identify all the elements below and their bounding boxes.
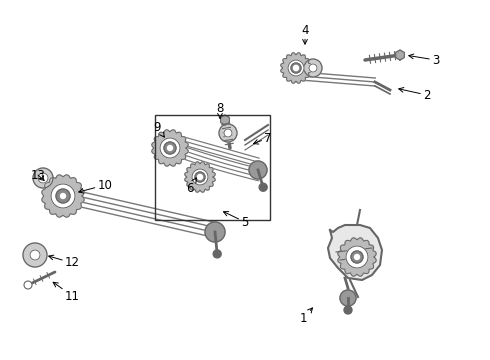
Bar xyxy=(155,115,270,220)
Circle shape xyxy=(294,66,298,71)
Circle shape xyxy=(60,194,66,198)
Polygon shape xyxy=(185,162,215,192)
Circle shape xyxy=(351,251,363,263)
Text: 2: 2 xyxy=(399,87,431,102)
Text: 11: 11 xyxy=(53,282,80,302)
Circle shape xyxy=(23,243,47,267)
Circle shape xyxy=(38,173,48,183)
Circle shape xyxy=(164,142,176,154)
Circle shape xyxy=(205,222,225,242)
Circle shape xyxy=(33,168,53,188)
Polygon shape xyxy=(338,238,376,276)
Text: 13: 13 xyxy=(30,168,46,181)
Text: 4: 4 xyxy=(301,23,309,44)
Text: 7: 7 xyxy=(254,131,272,144)
Circle shape xyxy=(304,59,322,77)
Polygon shape xyxy=(152,130,188,166)
Circle shape xyxy=(354,255,360,260)
Text: 5: 5 xyxy=(223,212,249,229)
Text: 12: 12 xyxy=(49,255,80,270)
Circle shape xyxy=(56,189,70,203)
Text: 10: 10 xyxy=(79,179,112,193)
Circle shape xyxy=(291,63,301,73)
Polygon shape xyxy=(42,175,84,217)
Circle shape xyxy=(344,306,352,314)
Circle shape xyxy=(213,250,221,258)
Text: 6: 6 xyxy=(186,178,196,194)
Circle shape xyxy=(168,145,172,150)
Circle shape xyxy=(224,129,232,137)
Polygon shape xyxy=(328,225,382,280)
Circle shape xyxy=(30,250,40,260)
Polygon shape xyxy=(220,115,229,125)
Polygon shape xyxy=(281,53,311,83)
Circle shape xyxy=(259,183,267,191)
Circle shape xyxy=(340,290,356,306)
Circle shape xyxy=(51,184,75,208)
Circle shape xyxy=(219,124,237,142)
Text: 8: 8 xyxy=(216,102,224,118)
Circle shape xyxy=(24,281,32,289)
Circle shape xyxy=(346,246,368,268)
Text: 3: 3 xyxy=(409,54,440,67)
Circle shape xyxy=(309,64,317,72)
Polygon shape xyxy=(395,50,404,60)
Circle shape xyxy=(160,138,180,158)
Circle shape xyxy=(197,175,202,180)
Circle shape xyxy=(249,161,267,179)
Text: 9: 9 xyxy=(153,121,164,137)
Circle shape xyxy=(195,172,205,182)
Circle shape xyxy=(288,60,304,76)
Text: 1: 1 xyxy=(300,308,313,324)
Circle shape xyxy=(192,169,208,185)
